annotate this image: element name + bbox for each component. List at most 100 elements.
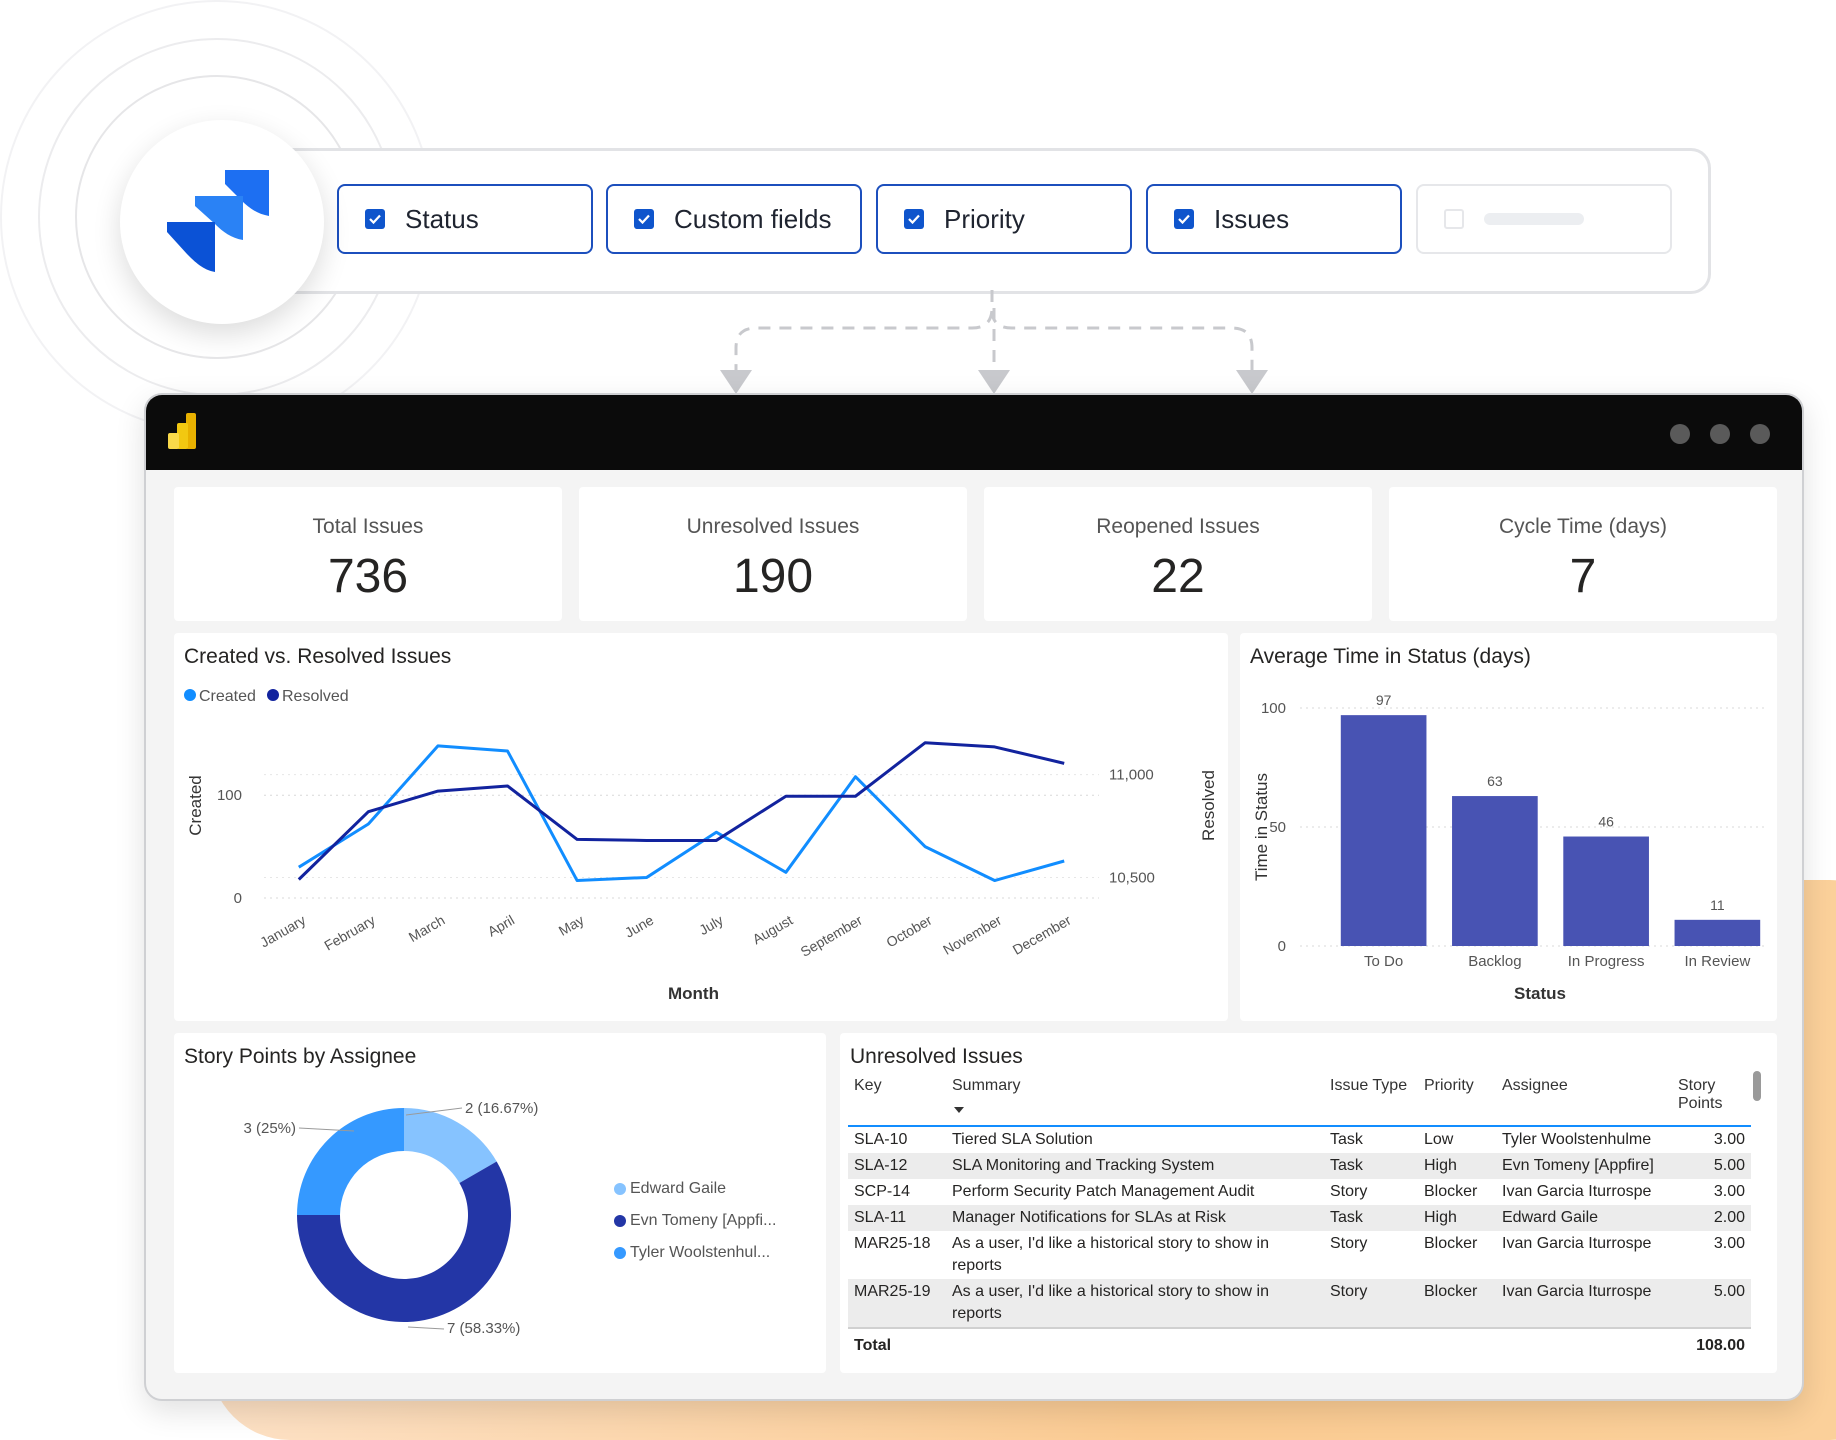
field-chip-label: Priority bbox=[944, 203, 1025, 234]
slice-leader-line bbox=[298, 1127, 355, 1132]
cell-story-points: 2.00 bbox=[1672, 1205, 1751, 1231]
table-row[interactable]: SLA-12 SLA Monitoring and Tracking System… bbox=[848, 1153, 1751, 1179]
column-header-assignee[interactable]: Assignee bbox=[1502, 1077, 1568, 1094]
checkbox-checked-icon[interactable] bbox=[634, 209, 654, 229]
cell-key: SCP-14 bbox=[854, 1183, 911, 1200]
column-header-issue-type[interactable]: Issue Type bbox=[1330, 1077, 1408, 1094]
column-header-story-points[interactable]: Story Points bbox=[1678, 1077, 1723, 1112]
x-tick-label: July bbox=[696, 912, 726, 938]
legend-marker bbox=[614, 1183, 626, 1195]
series-line-resolved[interactable] bbox=[297, 741, 1065, 881]
cell-summary: Tiered SLA Solution bbox=[952, 1131, 1093, 1148]
jira-logo-icon bbox=[167, 170, 269, 272]
bar-backlog[interactable] bbox=[1452, 796, 1538, 946]
table-row[interactable]: MAR25-19 As a user, I'd like a historical… bbox=[848, 1279, 1751, 1328]
field-chip-placeholder[interactable] bbox=[1416, 184, 1672, 254]
bar-chart: 0 50 100 Time in Status Status 97 To Do 63 Backl… bbox=[1252, 692, 1765, 1003]
donut-slice-edward-gaile[interactable] bbox=[404, 1108, 497, 1183]
donut-slice-tyler-woolstenhulme[interactable] bbox=[297, 1108, 404, 1215]
bar-data-label: 11 bbox=[1710, 897, 1725, 913]
line-chart: Created Resolved 0 100 10,500 11,000 Created Re… bbox=[184, 688, 1218, 1003]
table-row[interactable]: SCP-14 Perform Security Patch Management … bbox=[848, 1179, 1751, 1205]
slice-leader-line bbox=[407, 1326, 445, 1330]
cell-summary: As a user, I'd like a historical story t… bbox=[946, 1279, 1324, 1328]
kpi-label: Total Issues bbox=[312, 515, 424, 538]
table-scrollbar[interactable] bbox=[1753, 1071, 1761, 1101]
field-chip-label: Issues bbox=[1214, 203, 1290, 234]
checkbox-unchecked-icon[interactable] bbox=[1444, 209, 1464, 229]
column-header-label: Summary bbox=[952, 1077, 1021, 1094]
legend-label: Created bbox=[199, 688, 256, 705]
cell-priority: Blocker bbox=[1418, 1279, 1496, 1328]
table-row[interactable]: SLA-11 Manager Notifications for SLAs at … bbox=[848, 1205, 1751, 1231]
flow-connector bbox=[720, 290, 1268, 394]
checkbox-checked-icon[interactable] bbox=[1174, 209, 1194, 229]
field-chip-priority[interactable]: Priority bbox=[876, 184, 1132, 254]
x-tick-label: December bbox=[1010, 912, 1074, 958]
total-value: 108.00 bbox=[1672, 1327, 1751, 1359]
legend-label: Resolved bbox=[282, 688, 349, 705]
column-header-priority[interactable]: Priority bbox=[1424, 1077, 1474, 1094]
kpi-value: 736 bbox=[327, 550, 409, 603]
x-tick-label: May bbox=[556, 912, 587, 939]
x-tick-label: June bbox=[622, 912, 656, 941]
kpi-label: Reopened Issues bbox=[1096, 515, 1260, 538]
legend-marker bbox=[614, 1247, 626, 1259]
slice-data-label: 2 (16.67%) bbox=[465, 1100, 538, 1117]
series-line-created[interactable] bbox=[298, 744, 1065, 883]
window-control-button[interactable] bbox=[1750, 424, 1770, 444]
table-row[interactable]: SLA-10 Tiered SLA Solution Task Low Tyler Wo… bbox=[848, 1126, 1751, 1153]
cell-key: SLA-10 bbox=[854, 1131, 908, 1148]
bar-in-progress[interactable] bbox=[1563, 836, 1649, 946]
column-header-key[interactable]: Key bbox=[854, 1077, 882, 1094]
table-title: Unresolved Issues bbox=[850, 1045, 1023, 1068]
bar-to-do[interactable] bbox=[1340, 715, 1427, 946]
window-control-button[interactable] bbox=[1670, 424, 1690, 444]
x-tick-label: To Do bbox=[1364, 953, 1403, 970]
cell-key: SLA-12 bbox=[848, 1153, 946, 1179]
table-row[interactable]: MAR25-18 As a user, I'd like a historical… bbox=[848, 1231, 1751, 1279]
legend-item-tyler-woolstenhulme[interactable]: Tyler Woolstenhul... bbox=[614, 1237, 824, 1269]
window-titlebar bbox=[146, 395, 1802, 470]
legend-item-evn-tomeny-appfire[interactable]: Evn Tomeny [Appfi... bbox=[614, 1205, 824, 1237]
donut-chart: 2 (16.67%) 7 (58.33%) 3 (25%) bbox=[243, 1100, 538, 1337]
cell-story-points: 5.00 bbox=[1672, 1153, 1751, 1179]
cell-priority: High bbox=[1418, 1205, 1496, 1231]
cell-assignee: Evn Tomeny [Appfire] bbox=[1496, 1153, 1672, 1179]
cell-issue-type: Story bbox=[1330, 1183, 1368, 1200]
cell-summary: Perform Security Patch Management Audit bbox=[952, 1183, 1255, 1200]
kpi-card-unresolved-issues: Unresolved Issues 190 bbox=[579, 487, 967, 621]
y-tick-label: 0 bbox=[1278, 938, 1286, 955]
y-tick-label: 100 bbox=[1261, 700, 1286, 717]
field-chip-label: Status bbox=[405, 203, 479, 234]
y-tick-label: 50 bbox=[1269, 819, 1286, 836]
cell-assignee: Ivan Garcia Iturrospe bbox=[1502, 1235, 1652, 1252]
field-chip-issues[interactable]: Issues bbox=[1146, 184, 1402, 254]
placeholder-bar bbox=[1484, 213, 1584, 225]
cell-issue-type: Story bbox=[1330, 1235, 1368, 1252]
powerbi-logo-icon bbox=[168, 413, 196, 449]
field-chip-custom-fields[interactable]: Custom fields bbox=[606, 184, 862, 254]
column-header-summary[interactable]: Summary bbox=[946, 1071, 1324, 1126]
y-axis-title: Time in Status bbox=[1252, 773, 1271, 881]
bar-data-label: 97 bbox=[1376, 692, 1392, 708]
x-axis-title: Status bbox=[1514, 984, 1566, 1003]
sort-desc-icon bbox=[954, 1107, 964, 1113]
cell-summary: As a user, I'd like a historical story t… bbox=[952, 1235, 1269, 1274]
legend-marker bbox=[184, 689, 196, 701]
bar-in-review[interactable] bbox=[1674, 919, 1761, 946]
checkbox-checked-icon[interactable] bbox=[904, 209, 924, 229]
x-tick-label: August bbox=[750, 912, 796, 948]
kpi-card-reopened-issues: Reopened Issues 22 bbox=[984, 487, 1372, 621]
cell-assignee: Tyler Woolstenhulme bbox=[1502, 1131, 1652, 1148]
donut-slice-evn-tomeny-appfire[interactable] bbox=[297, 1161, 512, 1323]
powerbi-window: Total Issues 736 Unresolved Issues 190 R… bbox=[144, 393, 1804, 1401]
checkbox-checked-icon[interactable] bbox=[365, 209, 385, 229]
cell-summary: Manager Notifications for SLAs at Risk bbox=[946, 1205, 1324, 1231]
cell-assignee: Ivan Garcia Iturrospe bbox=[1496, 1279, 1672, 1328]
x-axis-title: Month bbox=[668, 984, 719, 1003]
window-control-button[interactable] bbox=[1710, 424, 1730, 444]
field-chip-status[interactable]: Status bbox=[337, 184, 593, 254]
legend-item-edward-gaile[interactable]: Edward Gaile bbox=[614, 1173, 824, 1205]
legend-marker bbox=[614, 1215, 626, 1227]
